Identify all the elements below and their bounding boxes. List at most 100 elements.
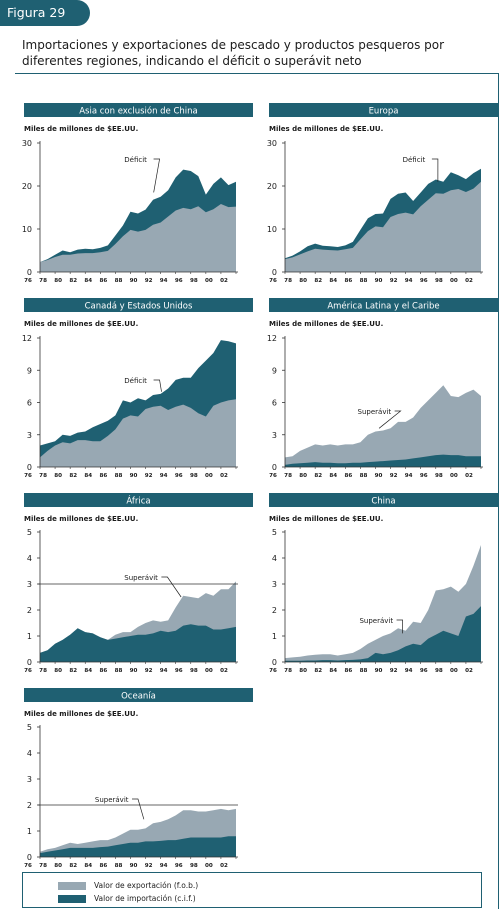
chart-title: África [126,495,150,507]
x-tick-label: 88 [115,668,123,674]
chart-annotation: Déficit [403,156,426,164]
x-tick-label: 80 [299,473,307,479]
chart-title: Asia con exclusión de China [79,106,198,117]
x-tick-label: 86 [344,668,352,674]
x-tick-label: 92 [390,278,398,284]
y-tick-label: 0 [27,268,32,277]
x-tick-label: 96 [175,473,183,479]
x-tick-label: 98 [435,668,443,674]
y-tick-label: 1 [272,632,277,641]
x-tick-label: 00 [450,473,458,479]
y-tick-label: 3 [272,580,277,589]
annotation-leader [431,158,439,182]
y-tick-label: 3 [27,580,32,589]
y-axis-label: Miles de millones de $EE.UU. [24,710,138,718]
x-tick-label: 82 [314,278,322,284]
x-tick-label: 02 [465,473,473,479]
chart-panel-1: Asia con exclusión de China Miles de mill… [22,103,253,284]
chart-header [24,688,253,702]
x-tick-label: 92 [145,278,153,284]
chart-header [24,298,253,312]
annotation-leader [378,410,402,429]
series-area-export [285,545,481,662]
chart-panel-3: Canadá y Estados Unidos Miles de millones… [22,298,253,479]
chart-annotation: Déficit [124,377,147,385]
y-tick-label: 10 [267,225,277,234]
x-tick-label: 78 [39,863,47,869]
chart-header [24,493,253,507]
y-axis-label: Miles de millones de $EE.UU. [269,515,383,523]
y-axis-label: Miles de millones de $EE.UU. [24,515,138,523]
y-tick-label: 12 [22,334,32,343]
annotation-leader [161,576,182,598]
chart-panel-4: América Latina y el Caribe Miles de millo… [267,298,498,479]
x-tick-label: 90 [375,278,383,284]
y-tick-label: 9 [27,366,32,375]
y-tick-label: 0 [27,463,32,472]
x-tick-label: 76 [269,668,277,674]
x-tick-label: 98 [190,473,198,479]
chart-header [269,103,498,117]
x-tick-label: 02 [220,863,228,869]
x-tick-label: 98 [190,278,198,284]
x-tick-label: 78 [39,668,47,674]
x-tick-label: 76 [269,278,277,284]
x-tick-label: 90 [375,473,383,479]
x-tick-label: 90 [130,668,138,674]
x-tick-label: 96 [175,668,183,674]
frame-line-right [498,73,499,909]
y-tick-label: 3 [27,431,32,440]
y-tick-label: 5 [272,528,277,537]
chart-title: Europa [369,107,399,117]
x-tick-label: 94 [405,473,413,479]
x-tick-label: 76 [269,473,277,479]
chart-annotation: Superávit [124,574,158,582]
annotation-leader [153,158,160,193]
chart-header [24,103,253,117]
x-tick-label: 00 [205,278,213,284]
y-tick-label: 0 [272,463,277,472]
x-tick-label: 78 [284,278,292,284]
y-tick-label: 30 [267,139,277,148]
x-tick-label: 84 [329,473,337,479]
y-tick-label: 4 [27,554,32,563]
x-tick-label: 92 [145,668,153,674]
y-tick-label: 2 [27,801,32,810]
x-tick-label: 84 [329,278,337,284]
x-tick-label: 00 [205,863,213,869]
x-tick-label: 94 [160,473,168,479]
legend: Valor de exportación (f.o.b.) Valor de i… [22,872,482,908]
chart-annotation: Superávit [358,408,392,416]
x-tick-label: 80 [299,668,307,674]
series-area-import [40,836,236,857]
annotation-leader [153,379,162,392]
chart-title: China [371,497,395,507]
legend-swatch-import [58,895,86,903]
x-tick-label: 94 [160,278,168,284]
x-tick-label: 84 [84,473,92,479]
x-tick-label: 90 [375,668,383,674]
y-tick-label: 0 [272,268,277,277]
x-tick-label: 90 [130,278,138,284]
y-tick-label: 6 [272,399,277,408]
x-tick-label: 96 [175,863,183,869]
chart-annotation: Superávit [359,617,393,625]
chart-panel-5: África Miles de millones de $EE.UU. 0 1 2 3 4 5… [24,493,253,674]
frame-line-top [15,73,499,74]
x-tick-label: 02 [465,668,473,674]
chart-annotation: Superávit [95,796,129,804]
y-tick-label: 3 [27,775,32,784]
x-tick-label: 80 [299,278,307,284]
x-tick-label: 86 [344,473,352,479]
y-tick-label: 0 [27,658,32,667]
chart-title: Canadá y Estados Unidos [85,302,193,312]
x-tick-label: 76 [24,278,32,284]
y-tick-label: 4 [272,554,277,563]
x-tick-label: 02 [465,278,473,284]
x-tick-label: 88 [360,473,368,479]
x-tick-label: 80 [54,668,62,674]
x-tick-label: 86 [99,863,107,869]
x-tick-label: 00 [450,278,458,284]
x-tick-label: 96 [420,473,428,479]
series-area-import [285,454,481,467]
